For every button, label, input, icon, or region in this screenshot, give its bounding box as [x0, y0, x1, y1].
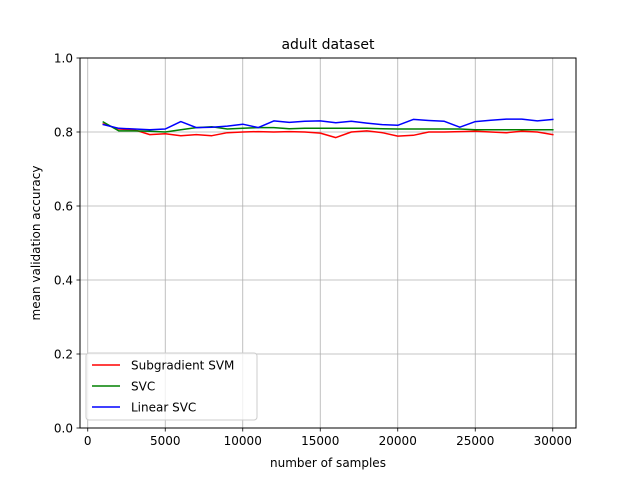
y-axis: 0.0 0.2 0.4 0.6 0.8 1.0 [54, 52, 80, 436]
legend-label: Subgradient SVM [131, 359, 234, 373]
y-tick-label: 0.8 [54, 126, 73, 140]
series-lines [102, 118, 554, 139]
x-tick-label: 25000 [456, 434, 494, 448]
y-tick-label: 0.0 [54, 422, 73, 436]
x-axis: 0 5000 10000 15000 20000 25000 30000 [84, 428, 572, 448]
series-line-svc [102, 120, 554, 133]
x-tick-label: 30000 [534, 434, 572, 448]
series-line-linear-svc [102, 118, 554, 131]
legend-label: Linear SVC [131, 401, 196, 415]
x-tick-label: 0 [84, 434, 92, 448]
chart-title: adult dataset [281, 37, 375, 53]
y-tick-label: 1.0 [54, 52, 73, 66]
y-tick-label: 0.4 [54, 274, 73, 288]
x-tick-label: 15000 [301, 434, 339, 448]
x-tick-label: 5000 [150, 434, 181, 448]
x-axis-label: number of samples [270, 456, 386, 470]
legend-label: SVC [131, 380, 155, 394]
axes-frame [79, 57, 577, 429]
y-axis-label: mean validation accuracy [29, 166, 43, 321]
x-tick-label: 20000 [379, 434, 417, 448]
y-tick-label: 0.2 [54, 348, 73, 362]
series-line-subgradient-svm [102, 122, 554, 139]
y-tick-label: 0.6 [54, 200, 73, 214]
x-tick-label: 10000 [224, 434, 262, 448]
legend-box [85, 352, 258, 421]
legend: Subgradient SVM SVC Linear SVC [85, 352, 258, 421]
